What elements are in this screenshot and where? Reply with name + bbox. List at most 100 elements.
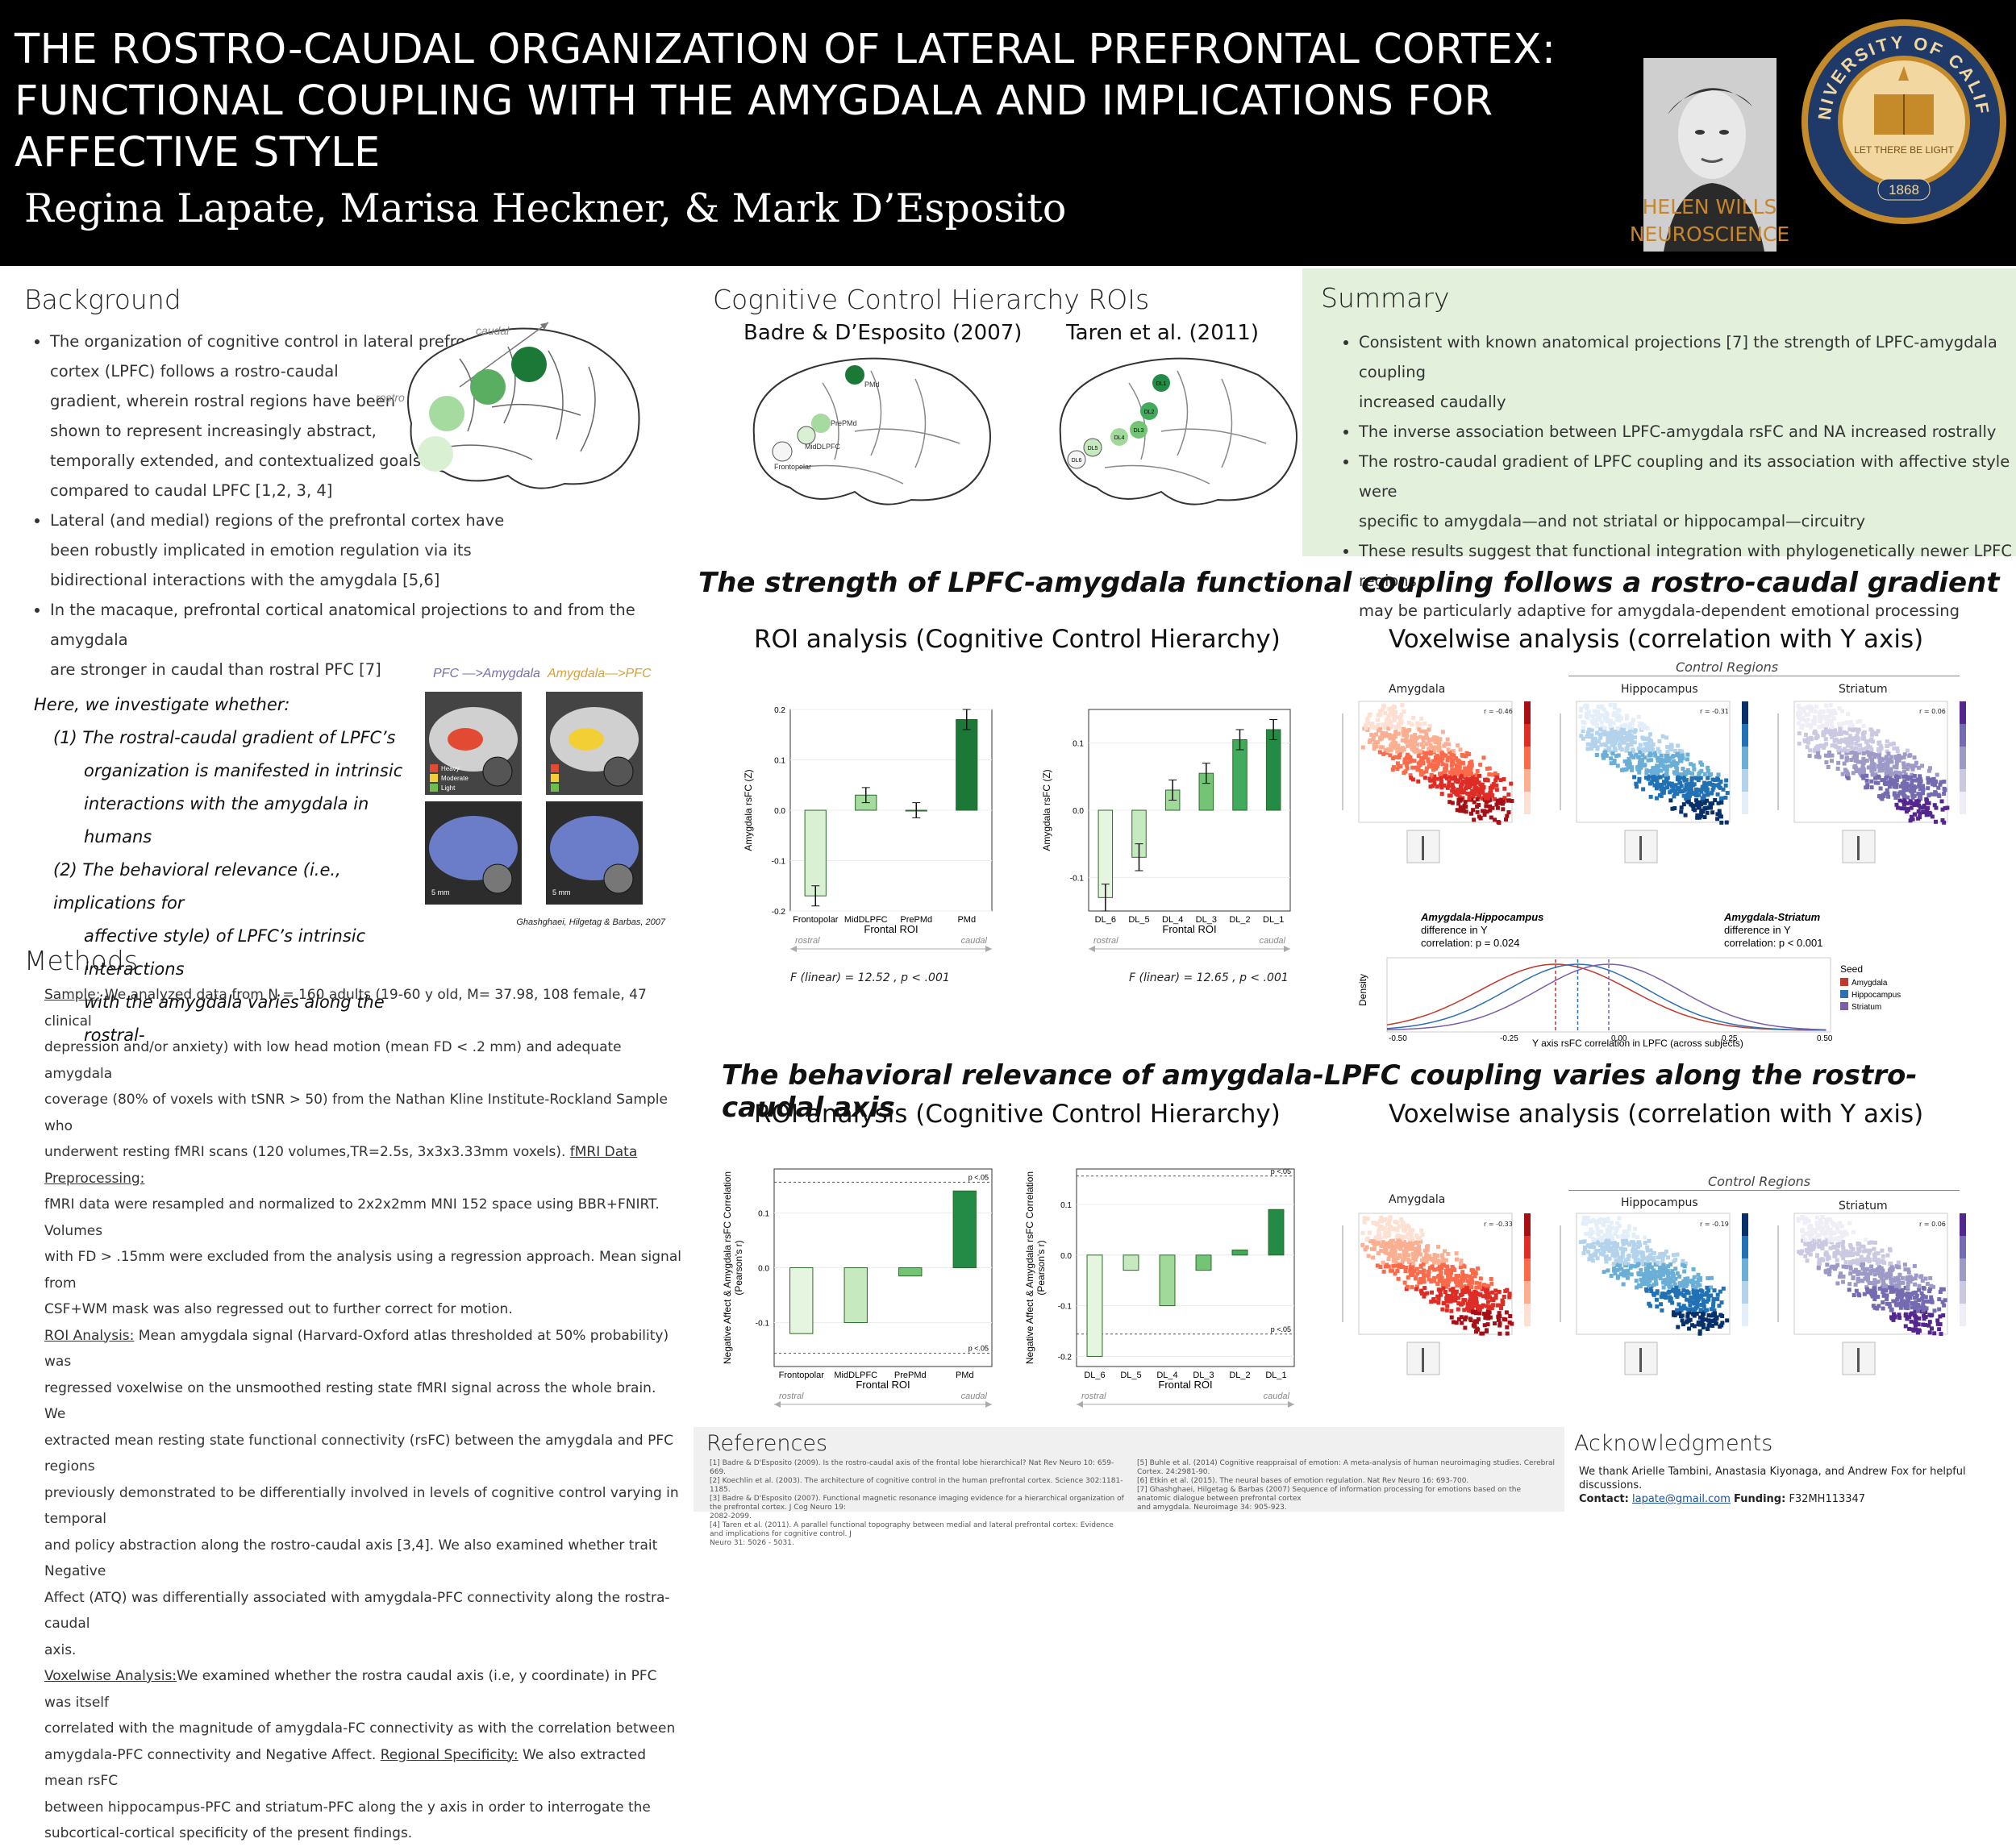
scatter-point [1821,730,1826,735]
scatter-point [1876,1269,1881,1274]
scatter-point [1626,743,1631,747]
scatter-point [1453,1292,1458,1297]
scatter-point [1828,1217,1833,1222]
scatter-point [1843,1229,1847,1234]
scatter-point [1502,796,1507,801]
scatter-point [1384,726,1389,730]
scatter-point [1668,1295,1672,1300]
methods-text-run: We analyzed data from N = 160 adults (19… [44,987,647,1030]
scatter-point [1812,721,1817,726]
scatter-point [1675,761,1680,766]
scatter-point [1622,759,1627,763]
scatter-point [1806,736,1810,741]
scatter-point [1825,721,1830,726]
scatter-point [1833,730,1838,735]
scatter-point [1582,1247,1587,1252]
scatter-point [1828,1227,1833,1232]
scatter-point [1664,753,1668,758]
scatter-point [1702,1304,1706,1309]
scatter-point [1668,1278,1673,1283]
scatter-point [1655,755,1660,760]
scatter-point [1375,1263,1380,1268]
scatter-point [1597,739,1602,744]
scatter-point [1464,805,1468,809]
scatter-point [1656,766,1660,771]
scatter-point [1621,736,1626,741]
scatter-point [1896,1260,1901,1265]
scatter-point [1440,1256,1445,1261]
scatter-point [1844,1251,1849,1256]
scatter-point [1588,1234,1593,1239]
summary-bullet: Consistent with known anatomical project… [1359,327,2012,417]
scatter-point [1889,1275,1893,1280]
scatter-point [1797,1250,1801,1254]
scatter-point [1914,799,1918,804]
f-stat-right: F (linear) = 12.65 , p < .001 [1129,971,1289,984]
scatter-point [1602,1223,1606,1228]
scatter-point [1810,737,1814,742]
scatter-point [1881,758,1885,763]
scatter-point [1840,738,1845,743]
scatter-point [1458,798,1463,803]
scatter-point [1913,1323,1918,1328]
scatter-point [1468,1304,1473,1308]
scatter-point [1902,752,1907,757]
scatter-point [1919,1296,1924,1301]
scatter-point [1679,776,1684,780]
scatter-point [1914,1321,1918,1325]
scatter-point [1501,1302,1506,1307]
scale-label: 5 mm [431,888,450,896]
density-tick: 0.25 [1722,1034,1738,1043]
scatter-point [1721,787,1726,792]
density-annotation: Amygdala-Hippocampus [1420,911,1543,923]
scatter-point [1393,1249,1397,1254]
scatter-point [1875,1260,1880,1265]
scatter-point [1873,1251,1878,1256]
scatter-point [1611,1248,1616,1253]
scatter-point [1836,1251,1841,1256]
density-annotation: difference in Y [1724,924,1791,936]
y-tick-label: 0.2 [774,706,785,715]
x-tick-label: PrePMd [900,915,932,925]
scatter-point [1497,1331,1502,1336]
scatter-point [1418,1270,1422,1275]
scatter-point [1627,756,1631,761]
scatter-point [1403,769,1408,774]
scatter-point [1377,1224,1382,1229]
scatter-point [1629,1263,1634,1268]
scatter-point [1704,1317,1709,1322]
scatter-point [1447,1296,1452,1300]
scatter-point [1661,1285,1666,1290]
scatter-point [1920,1279,1925,1283]
scatter-point [1680,1283,1685,1288]
scatter-point [1860,1258,1864,1263]
scatter-point [1885,757,1890,762]
bar [789,1267,814,1334]
scatter-point [1459,1315,1464,1320]
scatter-point [1448,1268,1453,1273]
scatter-point [1462,1264,1467,1269]
scatter-point [1668,790,1672,795]
contact-email-link[interactable]: lapate@gmail.com [1631,1493,1731,1505]
scatter-point [1652,783,1657,788]
scatter-point [1720,1313,1725,1318]
scatter-point [1679,784,1684,788]
scatter-point [1812,730,1817,735]
uc-seal: THE UNIVERSITY OF CALIFORNIA LET THERE B… [1792,2,2008,226]
scatter-point [1664,735,1669,740]
bullet-line: These results suggest that functional in… [1359,542,2012,590]
scatter-point [1675,786,1680,791]
scatter-point [1468,768,1473,772]
scatter-point [1685,1314,1690,1319]
scatter-point [1427,1266,1432,1271]
scatter-point [1902,1263,1907,1267]
scatter-point [1460,1279,1464,1283]
scatter-point [1603,750,1608,755]
scatter-point [1596,1249,1601,1254]
scatter-point [1456,801,1461,806]
scatter-point [1710,1319,1714,1324]
scatter-point [1438,755,1443,759]
scatter-point [1684,796,1689,801]
scatter-point [1634,752,1639,757]
